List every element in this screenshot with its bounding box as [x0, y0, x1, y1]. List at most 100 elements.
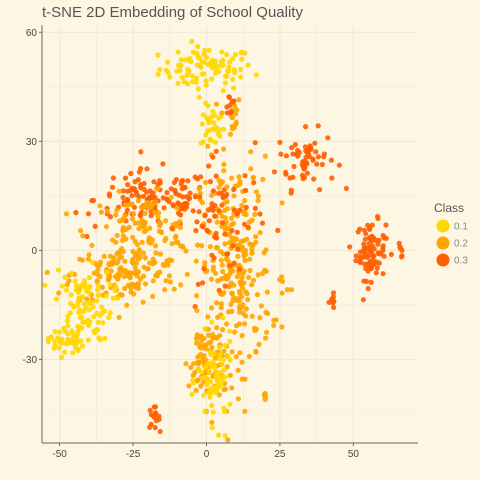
data-point [217, 127, 223, 133]
data-point [231, 186, 237, 193]
data-point [80, 233, 86, 239]
data-point [79, 257, 86, 263]
data-point [89, 242, 95, 248]
data-point [163, 278, 169, 284]
data-point [99, 284, 105, 290]
data-point [194, 62, 200, 68]
data-point [218, 305, 224, 311]
data-point [220, 57, 226, 64]
data-point [326, 299, 332, 305]
data-point [101, 253, 107, 259]
data-point [219, 327, 226, 333]
data-point [228, 222, 234, 228]
data-point [209, 425, 215, 431]
data-point [195, 281, 201, 287]
data-point [167, 74, 173, 80]
data-point [245, 297, 251, 303]
data-point [245, 62, 251, 68]
data-point [44, 269, 50, 275]
data-point [242, 376, 248, 382]
data-point [235, 396, 241, 402]
data-point [73, 210, 79, 216]
data-point [63, 211, 70, 217]
data-point [365, 286, 371, 292]
data-point [221, 367, 227, 373]
data-point [203, 78, 209, 84]
data-point [300, 159, 306, 165]
data-point [242, 221, 248, 227]
data-point [264, 329, 270, 335]
data-point [216, 432, 222, 438]
data-point [75, 323, 81, 330]
data-point [235, 367, 241, 373]
data-point [83, 304, 89, 310]
data-point [234, 229, 240, 235]
data-point [181, 79, 187, 85]
legend-label: 0.3 [454, 256, 468, 267]
data-point [170, 202, 176, 208]
data-point [65, 331, 71, 337]
data-point [214, 245, 220, 251]
data-point [237, 290, 243, 297]
data-point [191, 361, 197, 367]
data-point [219, 220, 225, 226]
data-point [136, 194, 142, 200]
data-point [375, 241, 381, 247]
data-point [375, 215, 381, 222]
data-point [155, 186, 161, 192]
data-point [146, 235, 152, 241]
data-point [216, 287, 222, 293]
data-point [103, 293, 109, 299]
data-point [103, 224, 110, 230]
data-point [95, 282, 101, 288]
data-point [317, 187, 323, 193]
data-point [89, 259, 96, 265]
data-point [201, 353, 207, 359]
data-point [210, 188, 216, 194]
data-point [203, 179, 209, 185]
data-point [279, 200, 285, 206]
data-point [357, 249, 363, 255]
data-point [179, 178, 185, 184]
data-point [319, 161, 325, 168]
data-point [202, 326, 208, 332]
data-point [380, 245, 386, 251]
data-point [197, 194, 203, 200]
data-point [73, 287, 79, 293]
data-point [223, 73, 229, 79]
data-point [145, 266, 151, 272]
data-point [226, 309, 232, 315]
data-point [233, 236, 239, 242]
data-point [205, 143, 211, 149]
data-point [240, 285, 246, 291]
data-point [112, 288, 118, 294]
data-point [246, 274, 252, 280]
data-point [229, 385, 235, 391]
data-point [227, 59, 233, 65]
data-point [218, 276, 225, 282]
data-point [302, 144, 308, 150]
data-point [218, 257, 224, 263]
data-point [203, 82, 209, 88]
data-point [185, 57, 191, 63]
data-point [114, 232, 120, 239]
data-point [233, 111, 239, 117]
data-point [208, 339, 214, 345]
data-point [52, 342, 58, 348]
data-point [177, 67, 183, 74]
data-point [255, 272, 261, 278]
data-point [331, 304, 337, 311]
data-point [114, 207, 120, 213]
data-point [233, 354, 239, 360]
data-point [262, 267, 268, 273]
data-point [64, 282, 70, 288]
data-point [227, 263, 233, 269]
data-point [264, 289, 270, 295]
data-point [208, 305, 215, 311]
data-point [374, 265, 380, 271]
data-point [211, 120, 217, 126]
data-point [343, 185, 349, 191]
data-point [287, 175, 293, 181]
data-point [52, 338, 58, 344]
data-point [197, 344, 203, 350]
